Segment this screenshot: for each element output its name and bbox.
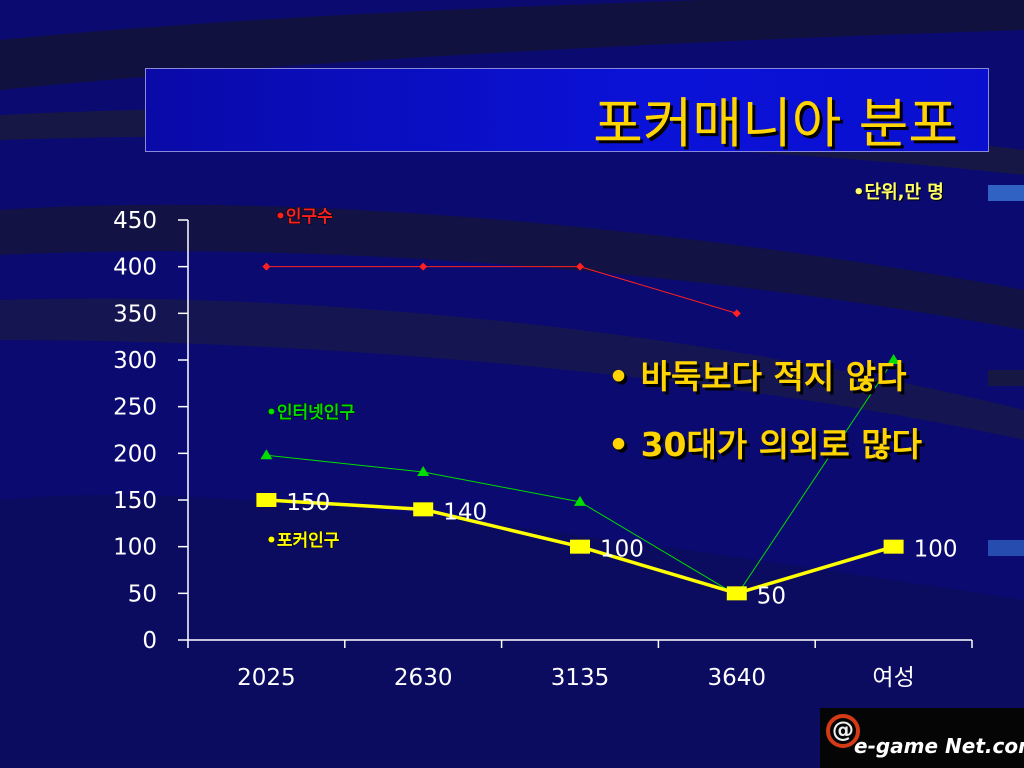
y-tick-label: 50 <box>128 581 157 607</box>
data-point-triangle <box>574 495 586 506</box>
y-tick-label: 300 <box>113 348 157 374</box>
y-tick-label: 450 <box>113 208 157 234</box>
y-tick-label: 350 <box>113 301 157 327</box>
unit-note: •단위,만 명 <box>853 182 944 203</box>
data-point-triangle <box>260 449 273 460</box>
egame-logo: @ e-game Net.com <box>820 708 1024 768</box>
y-tick-label: 150 <box>113 488 157 514</box>
data-label: 150 <box>286 490 330 516</box>
x-tick-label: 2025 <box>237 665 296 691</box>
page-title: 포커매니아 분포 <box>593 92 958 155</box>
data-point-diamond <box>419 262 428 271</box>
data-point-triangle <box>887 354 900 364</box>
x-tick-label: 3135 <box>551 665 610 691</box>
data-label: 100 <box>914 537 958 563</box>
data-point-square <box>413 502 434 517</box>
data-point-triangle <box>417 466 430 476</box>
data-point-diamond <box>576 262 584 271</box>
y-tick-label: 200 <box>113 441 157 467</box>
y-tick-label: 400 <box>113 255 157 281</box>
bullet-item-1: • 바둑보다 적지 않다 <box>608 357 907 396</box>
data-point-diamond <box>732 309 741 318</box>
series-line <box>266 266 737 314</box>
data-label: 50 <box>757 583 786 609</box>
title-box: 포커매니아 분포 <box>145 68 989 155</box>
x-tick-label: 2630 <box>394 665 453 691</box>
data-point-square <box>883 539 904 554</box>
data-point-square <box>726 586 747 601</box>
y-tick-label: 100 <box>113 535 157 561</box>
y-tick-label: 250 <box>113 395 157 421</box>
y-tick-label: 0 <box>142 628 157 654</box>
x-tick-label: 3640 <box>708 665 767 691</box>
data-label: 140 <box>443 499 487 525</box>
data-point-square <box>256 493 277 507</box>
bullet-item-2: • 30대가 의외로 많다 <box>608 425 923 464</box>
data-label: 100 <box>600 537 644 563</box>
data-point-square <box>570 539 590 554</box>
x-tick-label: 여성 <box>872 665 914 691</box>
data-point-diamond <box>262 262 271 271</box>
legend-label: •인터넷인구 <box>266 403 355 423</box>
legend-label: •인구수 <box>275 207 333 227</box>
logo-text: e-game Net.com <box>854 734 1024 758</box>
logo-mark: @ <box>826 714 860 748</box>
legend-label: •포커인구 <box>266 531 340 551</box>
bullet-list: • 바둑보다 적지 않다 • 30대가 의외로 많다 <box>608 350 922 486</box>
